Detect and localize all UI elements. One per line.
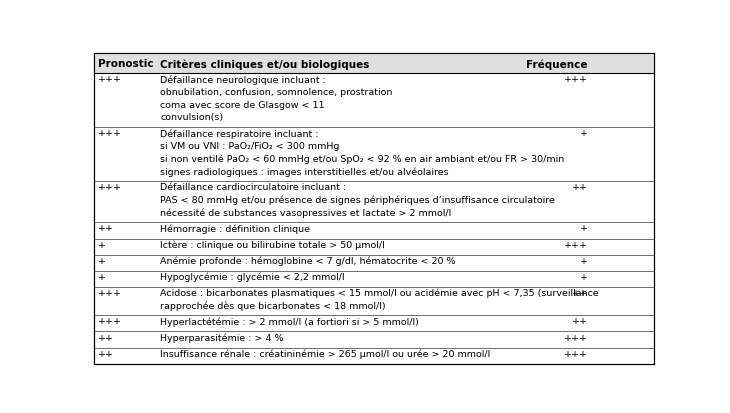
Text: +++: +++: [564, 349, 588, 358]
Text: +++: +++: [98, 75, 122, 84]
Text: Défaillance cardiocirculatoire incluant :: Défaillance cardiocirculatoire incluant …: [161, 183, 347, 192]
Text: +++: +++: [98, 288, 122, 297]
Text: +++: +++: [98, 129, 122, 138]
Bar: [94, 55, 654, 74]
Text: si VM ou VNI : PaO₂/FiO₂ < 300 mmHg: si VM ou VNI : PaO₂/FiO₂ < 300 mmHg: [161, 142, 339, 150]
Text: Hypoglycémie : glycémie < 2,2 mmol/l: Hypoglycémie : glycémie < 2,2 mmol/l: [161, 272, 345, 282]
Text: convulsion(s): convulsion(s): [161, 113, 223, 122]
Text: Hyperlactétémie : > 2 mmol/l (a fortiori si > 5 mmol/l): Hyperlactétémie : > 2 mmol/l (a fortiori…: [161, 317, 419, 326]
Text: ++: ++: [98, 333, 114, 342]
Text: +: +: [580, 256, 588, 265]
Text: +++: +++: [564, 333, 588, 342]
Text: +++: +++: [98, 183, 122, 192]
Text: ++: ++: [572, 183, 588, 192]
Text: +: +: [580, 272, 588, 281]
Text: Défaillance respiratoire incluant :: Défaillance respiratoire incluant :: [161, 129, 319, 138]
Text: PAS < 80 mmHg et/ou présence de signes périphériques d’insuffisance circulatoire: PAS < 80 mmHg et/ou présence de signes p…: [161, 195, 555, 205]
Text: ++: ++: [572, 288, 588, 297]
Text: ++: ++: [98, 224, 114, 233]
Text: rapprochée dès que bicarbonates < 18 mmol/l): rapprochée dès que bicarbonates < 18 mmo…: [161, 301, 386, 310]
Text: Anémie profonde : hémoglobine < 7 g/dl, hématocrite < 20 %: Anémie profonde : hémoglobine < 7 g/dl, …: [161, 256, 456, 266]
Text: nécessité de substances vasopressives et lactate > 2 mmol/l: nécessité de substances vasopressives et…: [161, 208, 452, 217]
Text: Ictère : clinique ou bilirubine totale > 50 μmol/l: Ictère : clinique ou bilirubine totale >…: [161, 240, 385, 249]
Text: +: +: [98, 256, 106, 265]
Text: Pronostic: Pronostic: [98, 59, 153, 69]
Text: +: +: [98, 240, 106, 249]
Text: Acidose : bicarbonates plasmatiques < 15 mmol/l ou acidémie avec pH < 7,35 (surv: Acidose : bicarbonates plasmatiques < 15…: [161, 288, 599, 297]
Text: +: +: [580, 129, 588, 138]
Text: ++: ++: [572, 317, 588, 326]
Text: Fréquence: Fréquence: [526, 59, 588, 69]
Text: +++: +++: [98, 317, 122, 326]
Text: ++: ++: [98, 349, 114, 358]
Text: coma avec score de Glasgow < 11: coma avec score de Glasgow < 11: [161, 100, 325, 109]
Text: Défaillance neurologique incluant :: Défaillance neurologique incluant :: [161, 75, 326, 85]
Text: Hémorragie : définition clinique: Hémorragie : définition clinique: [161, 224, 310, 233]
Text: +: +: [580, 224, 588, 233]
Text: Insuffisance rénale : créatininémie > 265 μmol/l ou urée > 20 mmol/l: Insuffisance rénale : créatininémie > 26…: [161, 349, 491, 358]
Text: si non ventilé PaO₂ < 60 mmHg et/ou SpO₂ < 92 % en air ambiant et/ou FR > 30/min: si non ventilé PaO₂ < 60 mmHg et/ou SpO₂…: [161, 154, 564, 164]
Text: +: +: [98, 272, 106, 281]
Text: +++: +++: [564, 240, 588, 249]
Text: obnubilation, confusion, somnolence, prostration: obnubilation, confusion, somnolence, pro…: [161, 88, 393, 97]
Text: +++: +++: [564, 75, 588, 84]
Text: Hyperparasitémie : > 4 %: Hyperparasitémie : > 4 %: [161, 333, 284, 342]
Text: Critères cliniques et/ou biologiques: Critères cliniques et/ou biologiques: [161, 59, 369, 69]
Text: signes radiologiques : images interstitielles et/ou alvéolaires: signes radiologiques : images interstiti…: [161, 167, 449, 176]
